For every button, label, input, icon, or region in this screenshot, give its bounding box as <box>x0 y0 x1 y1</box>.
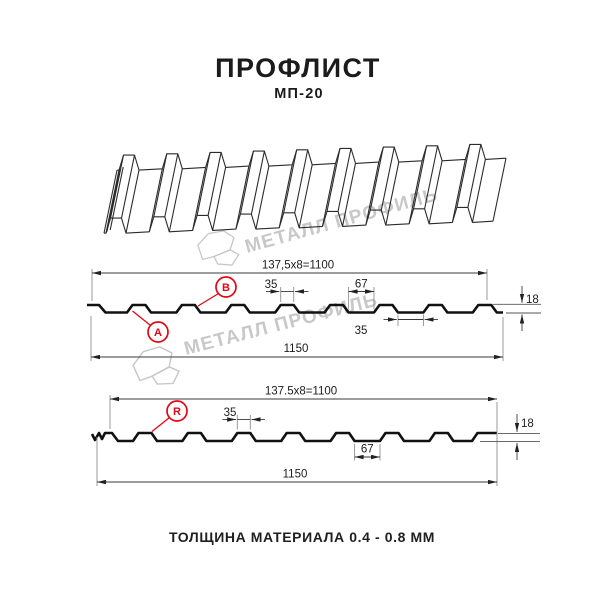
sheet-back-edge <box>116 143 507 171</box>
metal-profile-logo-icon <box>197 230 240 266</box>
pitch-formula-label: 137,5x8=1100 <box>262 260 334 272</box>
side-label-a: A <box>132 310 169 343</box>
svg-text:R: R <box>173 406 181 418</box>
profile-outline-r <box>90 431 497 443</box>
dimension-total-width-ab: 1150 <box>90 316 504 361</box>
cross-section-r: 137.5x8=1100 35 67 18 <box>90 386 540 486</box>
total-width-label: 1150 <box>284 343 309 355</box>
sheet-right-cut-edge <box>492 158 507 222</box>
profile-outline-ab <box>87 303 503 314</box>
sheet-left-cut-edge <box>103 166 124 234</box>
dimension-rib-base-67: 67 <box>348 279 375 310</box>
profile-3d-view <box>103 143 507 234</box>
profile-height-label: 18 <box>526 294 539 306</box>
profile-height-label: 18 <box>521 418 534 430</box>
dimension-valley-67-r: 67 <box>354 444 381 461</box>
sheet-front-edge <box>103 206 494 234</box>
valley-width-label: 67 <box>361 444 374 456</box>
rib-top-width-label: 35 <box>224 407 237 419</box>
dimension-rib-top-35-r: 35 <box>222 407 265 430</box>
metal-profile-logo-icon <box>130 344 182 389</box>
rib-top-width-label: 35 <box>265 279 278 291</box>
material-thickness-note: ТОЛЩИНА МАТЕРИАЛА 0.4 - 0.8 ММ <box>169 529 435 545</box>
rib-base-width-label: 67 <box>355 279 368 291</box>
rib-bottom-width-label: 35 <box>355 325 368 337</box>
dimension-pitch-ab: 137,5x8=1100 <box>91 260 488 301</box>
sheet-3d-silhouette <box>104 144 506 234</box>
dimension-height-18-r: 18 <box>480 414 540 460</box>
svg-text:B: B <box>222 282 230 294</box>
pitch-formula-label: 137.5x8=1100 <box>265 386 337 398</box>
dimension-rib-top-35: 35 <box>265 279 309 302</box>
svg-text:A: A <box>154 327 162 339</box>
page-title: ПРОФЛИСТ <box>215 53 381 83</box>
total-width-label: 1150 <box>283 469 308 481</box>
dimension-pitch-r: 137.5x8=1100 <box>109 386 498 486</box>
profile-model-label: МП-20 <box>274 86 323 102</box>
dimension-height-18-ab: 18 <box>493 286 541 331</box>
dimension-bottom-35: 35 <box>355 314 438 337</box>
side-label-r: R <box>151 400 188 433</box>
sheet-rib-lines <box>105 144 486 234</box>
cross-section-ab: 137,5x8=1100 35 67 18 <box>87 260 541 361</box>
dimension-total-width-r: 1150 <box>96 437 497 486</box>
side-label-b: B <box>197 276 237 307</box>
